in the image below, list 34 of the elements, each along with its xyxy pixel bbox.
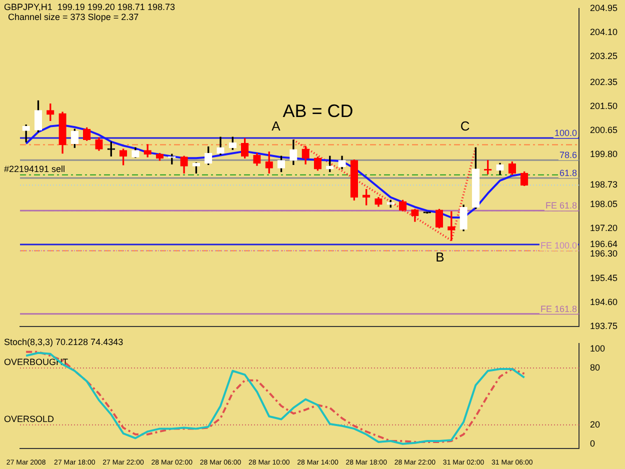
ref-line-label: OVERSOLD	[4, 414, 55, 424]
annotation: AB = CD	[282, 100, 354, 121]
y-tick-label: 196.64	[590, 238, 618, 249]
y-tick-label: 197.20	[590, 223, 618, 234]
y-tick-label: 100	[590, 344, 606, 354]
y-tick-label: 196.30	[590, 248, 618, 259]
ref-line-label: #22194191 sell	[4, 164, 66, 174]
annotation: 100.0	[554, 128, 577, 138]
y-tick-label: 194.60	[590, 296, 618, 307]
ref-line-label: FE 161.8	[540, 304, 577, 314]
y-tick-label: 20	[590, 419, 600, 430]
y-tick-label: 195.45	[590, 272, 618, 283]
y-tick-label: 198.05	[590, 198, 618, 209]
chart-title: GBPJPY,H1 199.19 199.20 198.71 198.73	[4, 2, 175, 12]
y-tick-label: 201.50	[590, 100, 618, 111]
y-tick-label: 198.73	[590, 180, 618, 190]
y-tick-label: 204.10	[590, 27, 618, 38]
y-tick-label: 80	[590, 362, 600, 373]
y-tick-label: 199.80	[590, 149, 618, 160]
annotation: 61.8	[559, 168, 577, 178]
ref-line-label: FE 100.0	[540, 240, 577, 251]
annotation: C	[460, 118, 470, 134]
y-tick-label: 193.75	[590, 321, 618, 332]
chart-subtitle: Channel size = 373 Slope = 2.37	[8, 12, 139, 22]
chart-title: Stoch(8,3,3) 70.2128 74.4343	[4, 336, 124, 347]
ref-line-label: FE 61.8	[545, 200, 577, 211]
y-tick-label: 204.95	[590, 2, 618, 13]
y-tick-label: 200.65	[590, 125, 618, 136]
y-tick-label: 203.25	[590, 51, 618, 62]
annotation: B	[436, 250, 444, 265]
annotation: A	[272, 118, 281, 134]
y-tick-label: 202.35	[590, 76, 618, 87]
y-tick-label: 0	[590, 438, 596, 448]
annotation: 78.6	[559, 150, 577, 160]
